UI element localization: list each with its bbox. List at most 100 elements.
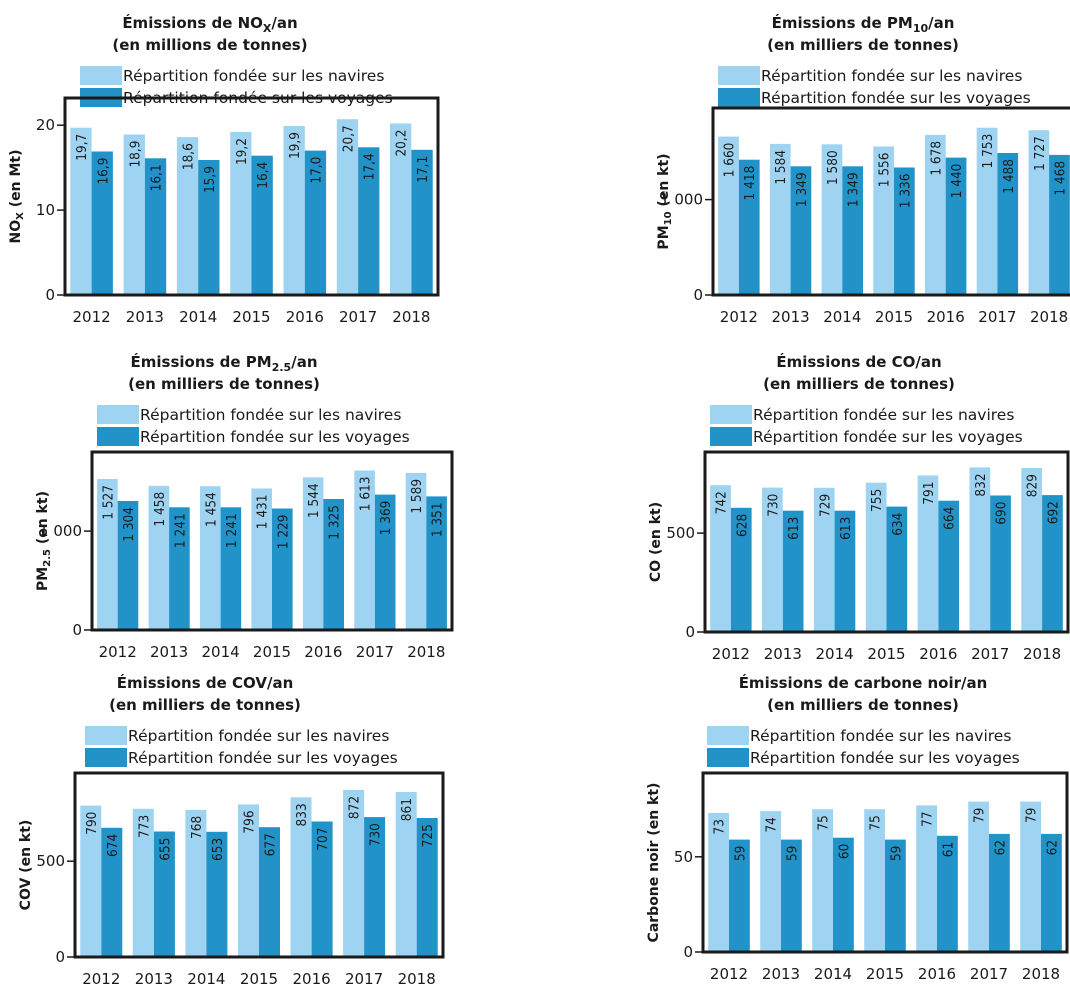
bar-voyages [938,500,960,632]
bar-navires [405,472,427,630]
data-label: 74 [764,817,780,833]
x-tick-label: 2015 [867,645,905,663]
data-label: 872 [347,796,363,819]
legend-label: Répartition fondée sur les navires [123,67,384,85]
x-tick-label: 2013 [135,970,173,988]
bar-voyages [304,150,327,295]
y-tick-label: 50 [674,848,693,866]
y-tick-label: 500 [666,524,695,542]
bar-voyages [358,147,380,296]
legend-swatch-navires [85,726,127,745]
x-tick-label: 2015 [232,308,270,326]
legend-label: Répartition fondée sur les voyages [128,749,398,767]
bar-voyages [729,839,750,952]
data-label: 1 589 [409,479,425,514]
data-label: 1 369 [378,501,394,536]
bar-voyages [1049,154,1070,295]
plot-frame [703,450,1070,634]
data-label: 1 556 [877,153,893,188]
legend-label: Répartition fondée sur les voyages [753,428,1023,446]
bar-navires [251,488,272,630]
bar-navires [916,805,937,952]
legend-label: Répartition fondée sur les voyages [140,428,410,446]
co-chart-panel: Émissions de CO/an (en milliers de tonnes… [540,347,1070,677]
bar-voyages [101,827,123,957]
bar-navires [760,811,781,952]
x-tick-label: 2016 [918,965,956,983]
x-tick-label: 2017 [978,308,1016,326]
data-label: 628 [734,514,750,537]
x-tick-label: 2013 [126,308,164,326]
data-label: 692 [1045,501,1061,524]
data-label: 1 418 [742,166,758,201]
bar-voyages [945,157,967,295]
bar-navires [769,143,791,295]
bar-voyages [206,831,228,957]
data-label: 730 [765,494,781,517]
chart-subtitle: (en milliers de tonnes) [763,375,955,393]
x-tick-label: 2018 [1030,308,1068,326]
bar-navires [864,809,885,952]
data-label: 1 544 [306,483,322,518]
x-tick-label: 2016 [927,308,965,326]
bar-navires [343,789,365,957]
data-label: 861 [399,798,415,821]
bar-voyages [169,507,190,630]
y-axis-label: PM10 (en kt) [656,153,674,249]
legend-swatch-voyages [718,88,760,107]
data-label: 755 [869,489,885,512]
x-tick-label: 2012 [82,970,120,988]
x-tick-label: 2015 [253,643,291,661]
data-label: 1 440 [949,164,965,199]
data-label: 1 727 [1032,136,1048,171]
data-label: 18,6 [181,143,197,170]
x-tick-label: 2012 [712,645,750,663]
bar-voyages [323,499,344,630]
bar-chart-svg: Émissions de PM10/an(en milliers de tonn… [656,13,1070,326]
x-tick-label: 2014 [179,308,217,326]
bar-voyages [782,510,804,632]
x-tick-label: 2013 [150,643,188,661]
data-label: 664 [942,506,958,529]
data-label: 1 527 [100,485,116,520]
bar-navires [97,479,118,630]
data-label: 1 753 [980,134,996,169]
data-label: 1 458 [152,492,168,527]
plot-frame [711,106,1070,297]
bar-chart-svg: Émissions de COV/an (en milliers de tonne… [18,673,445,988]
data-label: 1 580 [825,150,841,185]
x-tick-label: 2014 [202,643,240,661]
data-label: 17,4 [362,153,378,180]
bar-navires [230,132,252,295]
bar-navires [821,144,843,295]
bar-navires [176,137,199,295]
data-label: 17,0 [308,157,324,184]
data-label: 75 [816,815,832,830]
bar-navires [708,813,729,952]
x-tick-label: 2017 [339,308,377,326]
data-label: 1 325 [327,505,343,540]
bar-navires [865,482,887,632]
legend-swatch-voyages [97,427,139,446]
bar-navires [710,485,731,632]
bar-voyages [117,501,139,630]
legend-label: Répartition fondée sur les navires [750,727,1011,745]
bar-voyages [990,495,1011,632]
data-label: 674 [105,834,121,857]
x-tick-label: 2018 [398,970,436,988]
bar-navires [302,477,324,630]
data-label: 62 [992,840,1008,855]
data-label: 634 [890,512,906,535]
data-label: 19,9 [287,132,303,159]
x-tick-label: 2013 [762,965,800,983]
bar-voyages [730,507,752,632]
plot-frame [701,771,1069,954]
bar-voyages [886,506,908,632]
bar-voyages [1042,495,1063,632]
legend-label: Répartition fondée sur les navires [128,727,389,745]
bar-navires [200,486,221,630]
data-label: 832 [973,473,989,496]
chart-subtitle: (en milliers de tonnes) [128,375,320,393]
bar-voyages [374,494,396,630]
data-label: 19,2 [234,138,250,165]
